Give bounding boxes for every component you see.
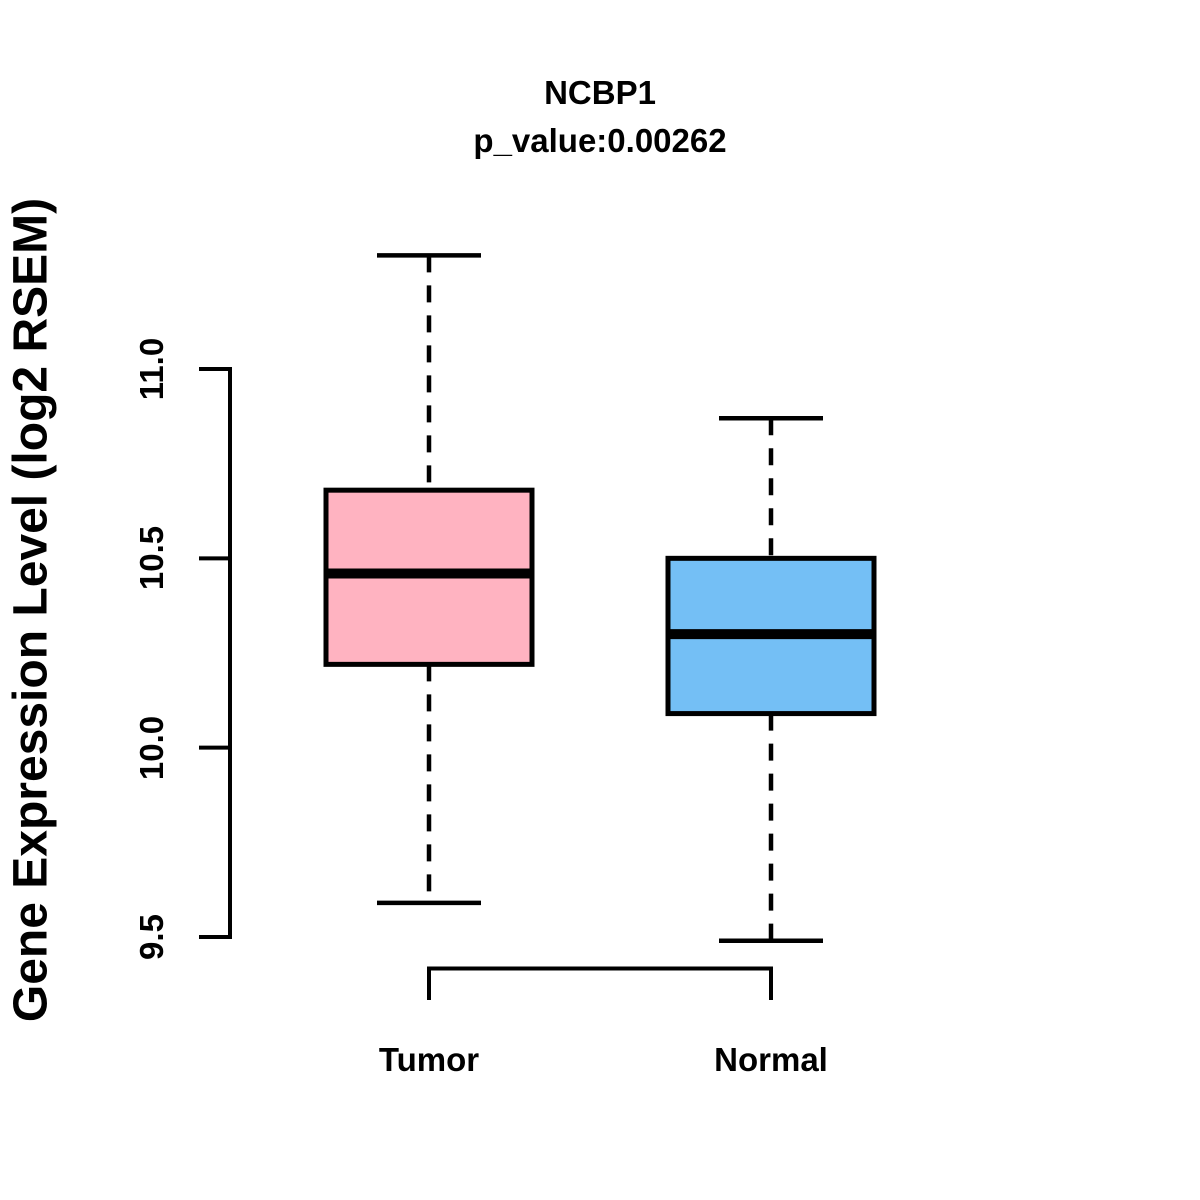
category-label-tumor: Tumor <box>378 1041 480 1078</box>
x-axis-bracket <box>427 966 773 1000</box>
y-tick-label-9.5: 9.5 <box>133 914 170 960</box>
y-tick-label-11.0: 11.0 <box>133 337 170 401</box>
y-tick-label-10.0: 10.0 <box>133 715 170 780</box>
y-tick-label-10.5: 10.5 <box>133 526 170 591</box>
category-label-normal: Normal <box>714 1041 828 1078</box>
chart-title: NCBP1 <box>544 74 656 111</box>
chart-subtitle: p_value:0.00262 <box>473 122 727 159</box>
